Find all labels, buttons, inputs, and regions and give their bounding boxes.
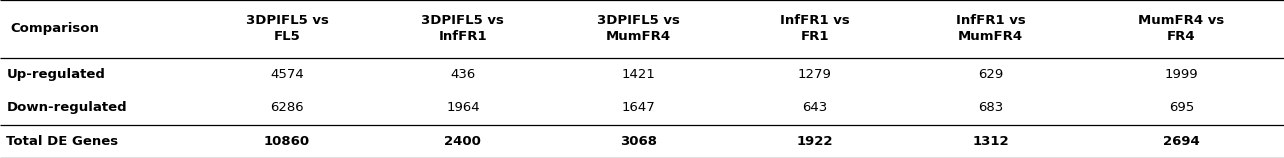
Text: Total DE Genes: Total DE Genes: [6, 135, 118, 148]
Text: Down-regulated: Down-regulated: [6, 101, 127, 114]
Text: 1421: 1421: [621, 68, 656, 81]
Text: InfFR1 vs
FR1: InfFR1 vs FR1: [779, 14, 850, 43]
Text: 3068: 3068: [620, 135, 657, 148]
Text: 1279: 1279: [797, 68, 832, 81]
Text: 2400: 2400: [444, 135, 482, 148]
Text: InfFR1 vs
MumFR4: InfFR1 vs MumFR4: [955, 14, 1026, 43]
Text: 3DPIFL5 vs
MumFR4: 3DPIFL5 vs MumFR4: [597, 14, 681, 43]
Text: 10860: 10860: [265, 135, 309, 148]
Text: 1922: 1922: [796, 135, 833, 148]
Text: 3DPIFL5 vs
FL5: 3DPIFL5 vs FL5: [245, 14, 329, 43]
Text: 643: 643: [802, 101, 827, 114]
Text: 695: 695: [1168, 101, 1194, 114]
Text: Comparison: Comparison: [10, 22, 99, 35]
Text: Up-regulated: Up-regulated: [6, 68, 105, 81]
Text: 2694: 2694: [1163, 135, 1199, 148]
Text: 683: 683: [978, 101, 1003, 114]
Text: MumFR4 vs
FR4: MumFR4 vs FR4: [1138, 14, 1225, 43]
Text: 3DPIFL5 vs
InfFR1: 3DPIFL5 vs InfFR1: [421, 14, 505, 43]
Text: 6286: 6286: [270, 101, 304, 114]
Text: 4574: 4574: [270, 68, 304, 81]
Text: 1964: 1964: [446, 101, 480, 114]
Text: 629: 629: [978, 68, 1003, 81]
Text: 1312: 1312: [972, 135, 1009, 148]
Text: 1999: 1999: [1165, 68, 1198, 81]
Text: 1647: 1647: [621, 101, 656, 114]
Text: 436: 436: [451, 68, 475, 81]
